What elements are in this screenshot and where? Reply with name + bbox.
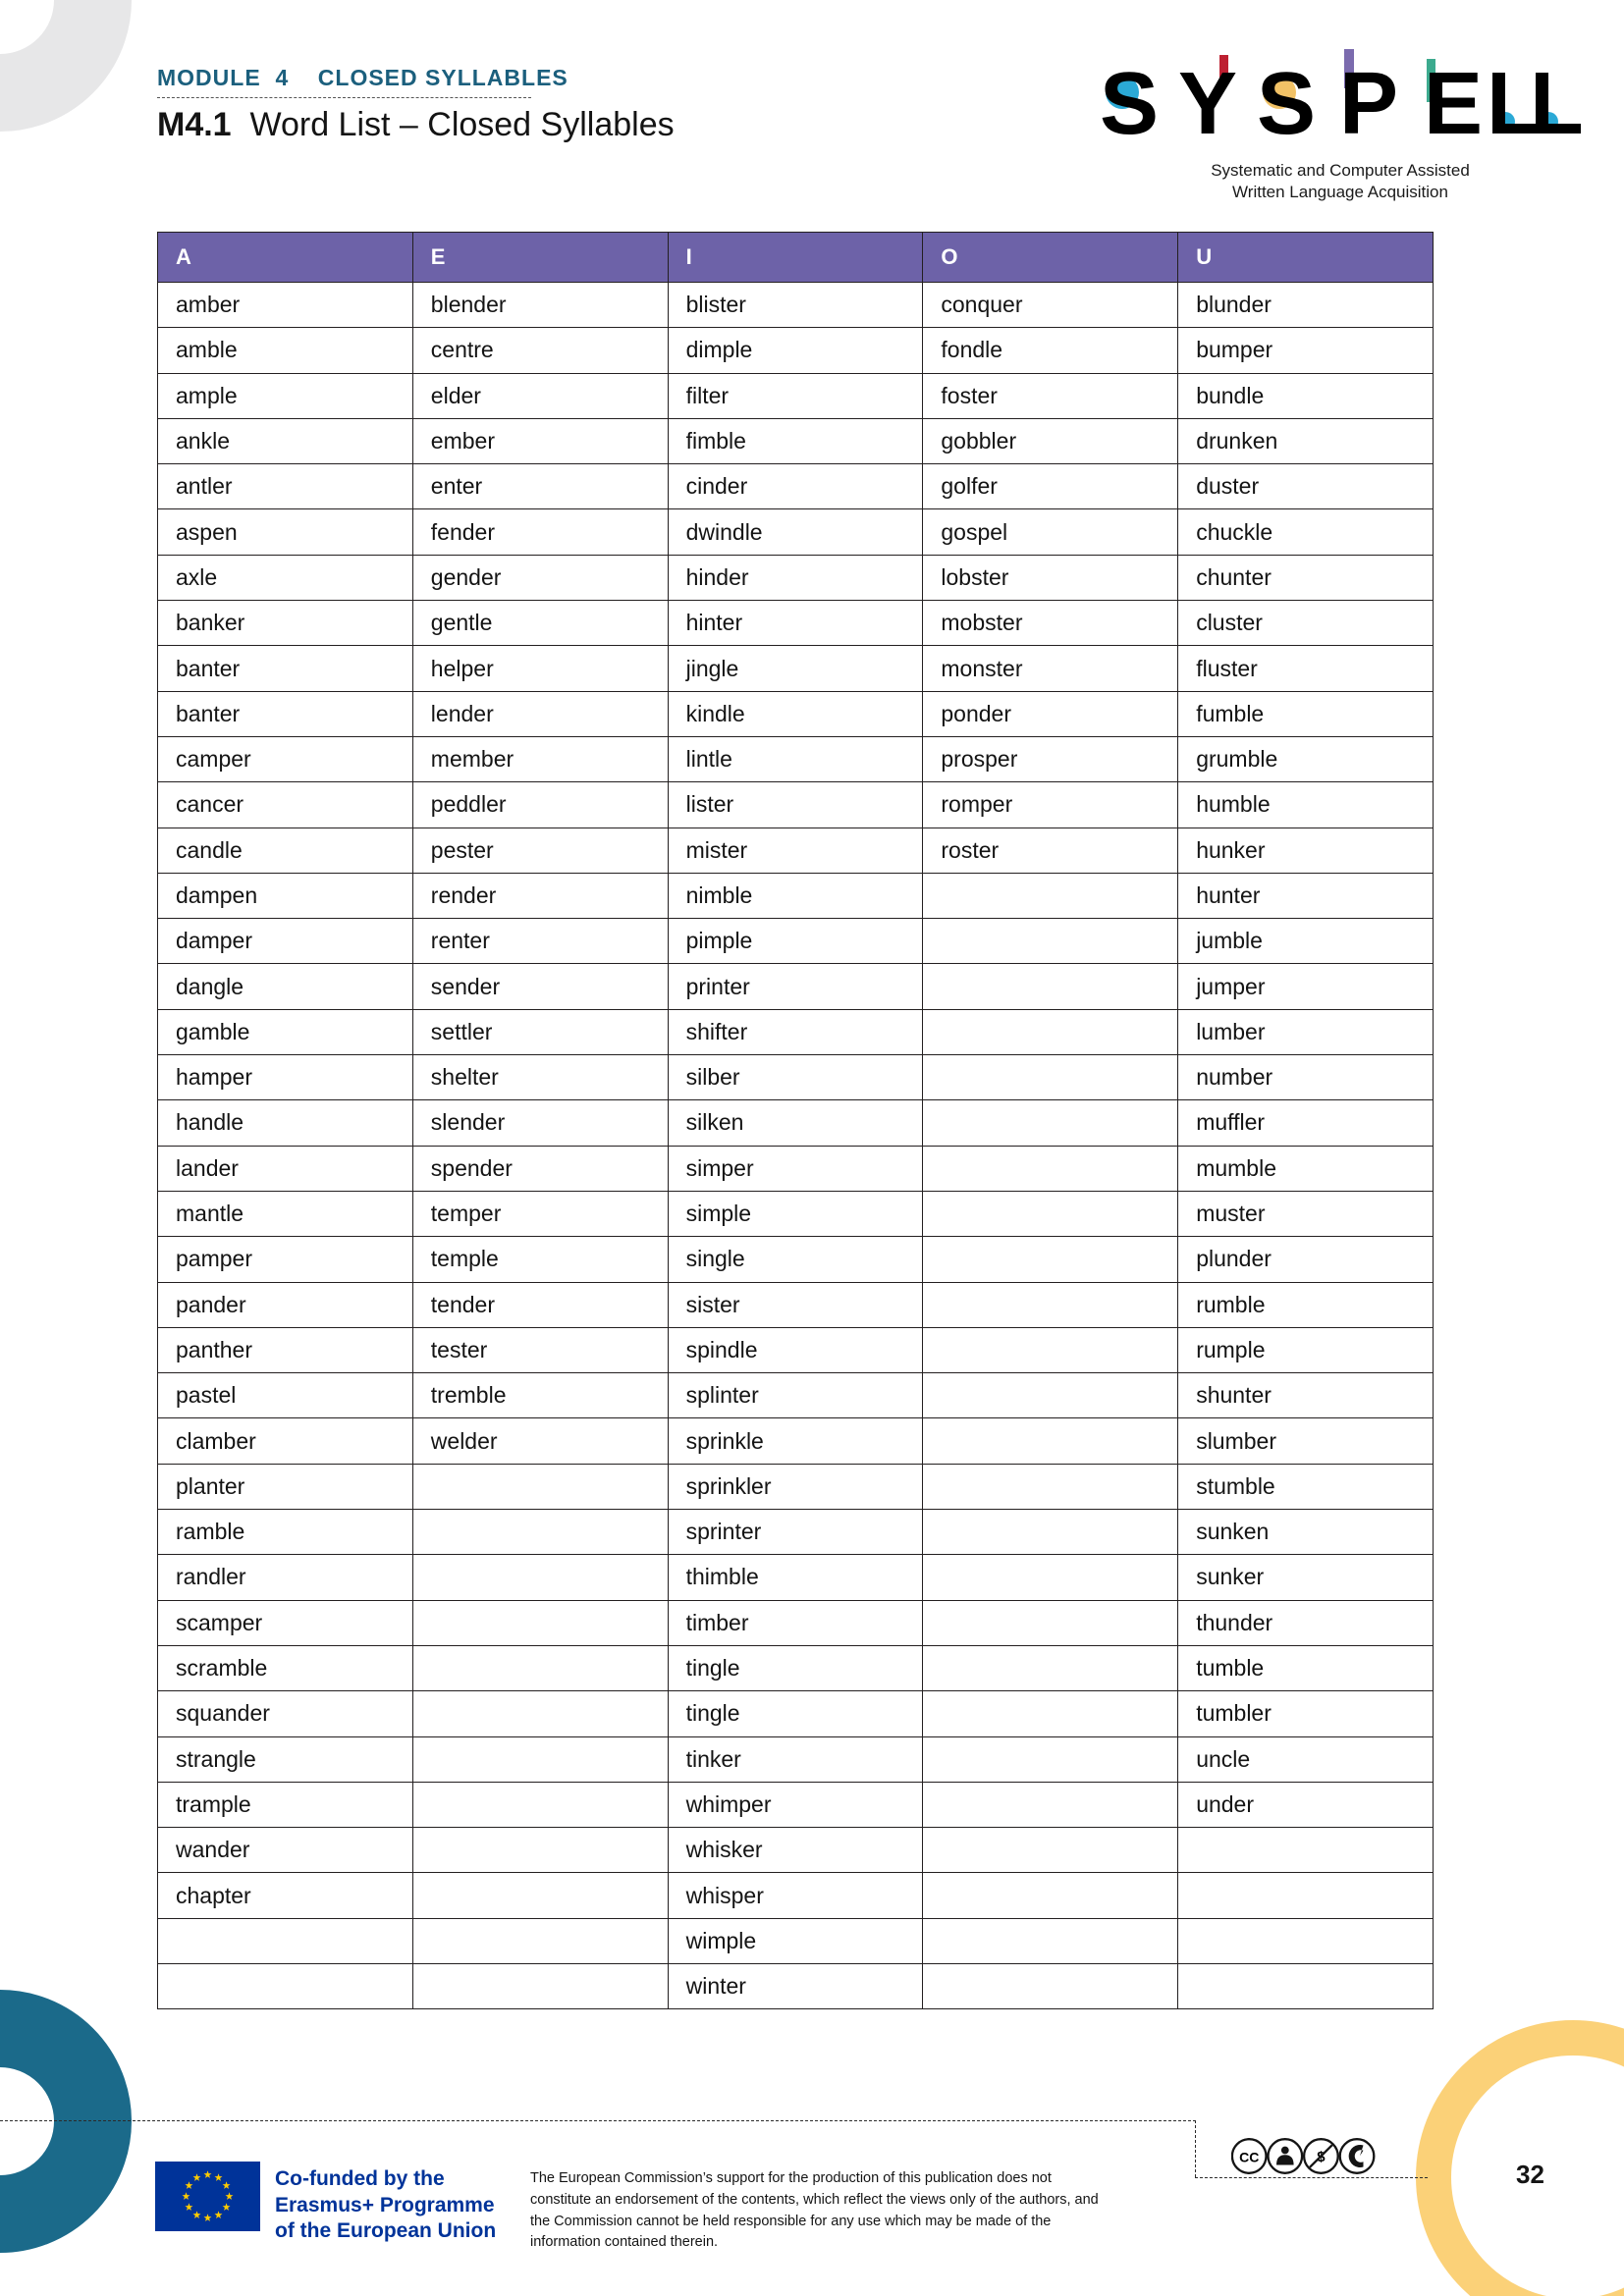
svg-text:L: L [1530, 55, 1581, 153]
svg-text:P: P [1339, 55, 1398, 153]
svg-text:S: S [1257, 55, 1316, 153]
svg-text:Y: Y [1178, 55, 1237, 153]
svg-text:S: S [1100, 55, 1159, 153]
svg-text:CC: CC [1239, 2150, 1259, 2165]
svg-text:E: E [1424, 55, 1483, 153]
